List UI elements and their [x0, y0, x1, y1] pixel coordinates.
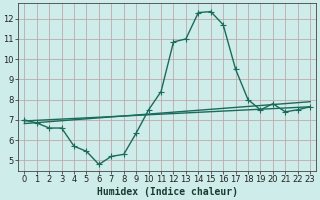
X-axis label: Humidex (Indice chaleur): Humidex (Indice chaleur): [97, 186, 238, 197]
